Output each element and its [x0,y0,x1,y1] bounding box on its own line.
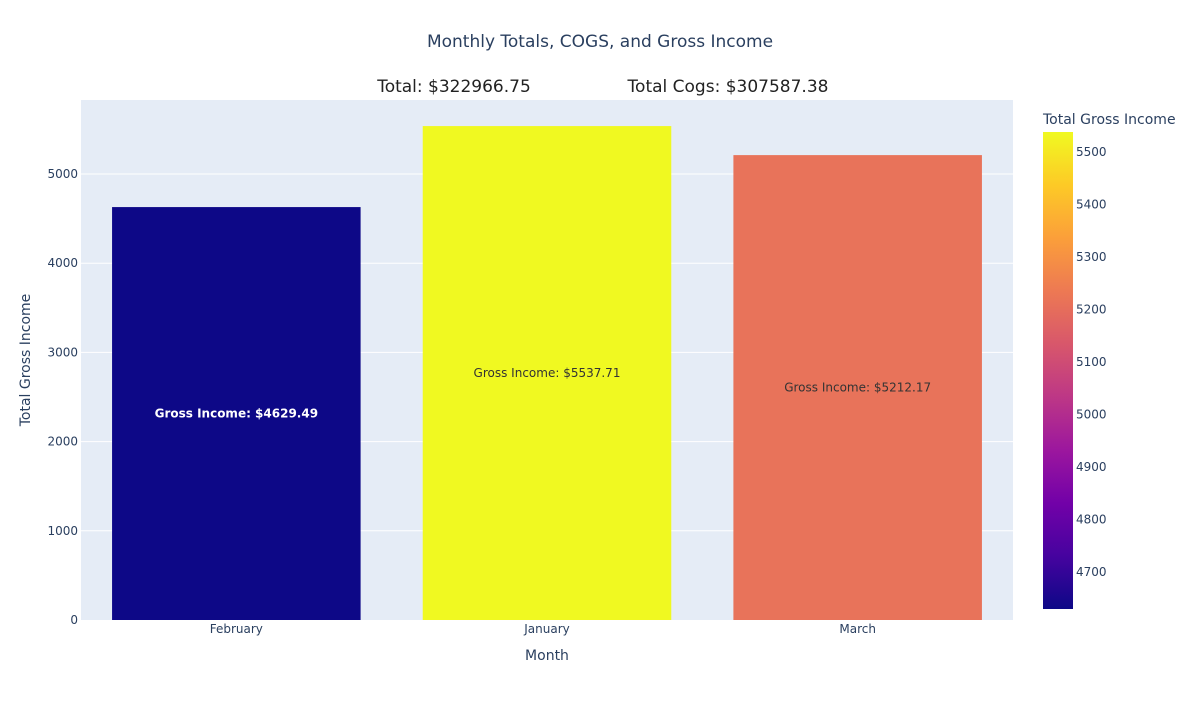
y-tick-label: 2000 [47,435,78,449]
colorbar-tick-label: 4700 [1076,565,1107,579]
x-tick-label: January [523,622,570,636]
bars: Gross Income: $4629.49 Gross Income: $553… [112,126,982,621]
colorbar-tick-label: 4800 [1076,512,1107,526]
total-cogs-annotation: Total Cogs: $307587.38 [627,77,829,97]
x-tick-label: March [839,622,876,636]
colorbar-tick-label: 5300 [1076,250,1107,264]
colorbar-tick-label: 5200 [1076,302,1107,316]
colorbar-ticks: 4700 4800 4900 5000 5100 5200 5300 5400 5500 [1076,145,1107,579]
bar-data-label: Gross Income: $4629.49 [155,407,318,421]
y-axis-title: Total Gross Income [18,294,34,428]
colorbar-tick-label: 5100 [1076,355,1107,369]
y-tick-label: 4000 [47,256,78,270]
x-axis-ticks: February January March [210,622,876,636]
x-axis-title: Month [525,648,569,664]
bar-march [733,155,982,620]
y-axis-ticks: 0 1000 2000 3000 4000 5000 [47,167,78,627]
y-tick-label: 1000 [47,524,78,538]
colorbar-title: Total Gross Income [1042,112,1176,128]
colorbar-tick-label: 5000 [1076,407,1107,421]
y-tick-label: 0 [70,613,78,627]
y-tick-label: 3000 [47,345,78,359]
colorbar-tick-label: 4900 [1076,460,1107,474]
bar-data-label: Gross Income: $5212.17 [784,381,931,395]
colorbar-tick-label: 5400 [1076,197,1107,211]
bar-january [422,126,672,620]
bar-february [112,207,361,621]
colorbar-tick-label: 5500 [1076,145,1107,159]
colorbar [1043,132,1073,609]
total-annotation: Total: $322966.75 [376,77,531,97]
bar-data-label: Gross Income: $5537.71 [474,366,621,380]
y-tick-label: 5000 [47,167,78,181]
chart-title: Monthly Totals, COGS, and Gross Income [427,32,773,52]
x-tick-label: February [210,622,263,636]
